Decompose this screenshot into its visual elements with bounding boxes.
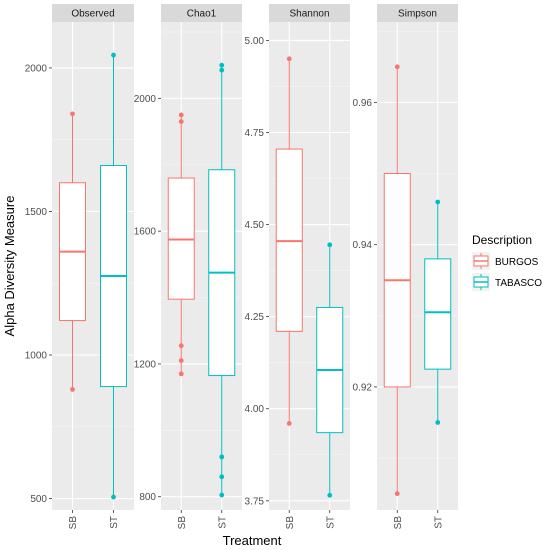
y-tick-label: 5.00 [245, 36, 265, 47]
data-point [219, 492, 225, 498]
y-tick-label: 4.25 [245, 312, 265, 323]
data-point [286, 421, 292, 426]
y-tick-label: 0.94 [353, 240, 373, 251]
data-point [178, 343, 184, 349]
panel-observed: 500 1000 1500 2000 SB ST Observed [25, 4, 134, 529]
x-tick-label: SB [393, 516, 404, 530]
box-rect [424, 258, 452, 370]
panel-shannon: 3.75 4.00 4.25 4.50 4.75 5.00 SB ST Shannon [245, 4, 350, 529]
y-tick-label: 1200 [134, 359, 157, 370]
legend-label: BURGOS [495, 257, 539, 268]
legend-entry-burgos: BURGOS [472, 252, 539, 270]
box-st [316, 242, 344, 498]
x-tick-label: ST [433, 516, 444, 529]
data-point [111, 52, 116, 58]
facet-strip [269, 4, 350, 22]
data-point [286, 56, 292, 62]
x-axis-title: Treatment [223, 533, 282, 548]
facet-title: Chao1 [187, 9, 217, 20]
data-point [178, 119, 184, 124]
box-sb [275, 56, 303, 426]
data-point [435, 199, 441, 205]
data-point [327, 242, 333, 248]
x-tick-label: SB [285, 516, 296, 530]
y-tick-label: 3.75 [245, 496, 265, 507]
box-sb [59, 111, 86, 392]
facet-title: Shannon [289, 9, 329, 20]
box-st [208, 62, 236, 498]
box-st [424, 199, 452, 425]
y-tick-label: 1600 [134, 227, 157, 238]
x-tick-label: SB [177, 516, 188, 530]
data-point [70, 111, 75, 117]
y-tick-label: 2000 [25, 63, 48, 74]
x-tick-label: SB [68, 516, 79, 530]
data-point [70, 387, 75, 392]
data-point [178, 112, 184, 118]
facet-title: Simpson [398, 9, 437, 20]
y-tick-label: 2000 [134, 94, 157, 105]
x-tick-label: ST [217, 516, 228, 529]
box-st [100, 52, 127, 500]
y-axis-title: Alpha Diversity Measure [2, 196, 17, 337]
y-tick-label: 4.75 [245, 128, 265, 139]
facet-panels: 500 1000 1500 2000 SB ST Observed 800 1200 1600 20… [25, 4, 458, 529]
facet-strip [52, 4, 134, 22]
data-point [435, 420, 441, 425]
x-tick-label: ST [325, 516, 336, 529]
legend-label: TABASCO [495, 278, 542, 289]
y-tick-label: 800 [139, 492, 156, 503]
data-point [219, 67, 225, 73]
y-tick-label: 4.00 [245, 404, 265, 415]
data-point [178, 358, 184, 364]
y-tick-label: 0.96 [353, 98, 373, 109]
panel-simpson: 0.92 0.94 0.96 SB ST Simpson [353, 4, 458, 529]
facet-strip [377, 4, 458, 22]
legend: Description BURGOS TABASCO [472, 233, 542, 291]
data-point [219, 474, 225, 480]
data-point [394, 64, 400, 70]
y-tick-label: 500 [30, 494, 47, 505]
box-sb [383, 64, 411, 497]
data-point [327, 492, 333, 498]
data-point [178, 371, 184, 377]
y-tick-label: 4.50 [245, 220, 265, 231]
data-point [394, 491, 400, 497]
data-point [219, 454, 225, 460]
x-tick-label: ST [109, 516, 120, 529]
data-point [219, 62, 225, 68]
box-sb [167, 112, 195, 377]
y-tick-label: 0.92 [353, 382, 373, 393]
facet-strip [161, 4, 242, 22]
panel-chao1: 800 1200 1600 2000 SB ST Chao1 [134, 4, 242, 529]
y-tick-label: 1500 [25, 207, 48, 218]
legend-title: Description [472, 233, 532, 247]
y-tick-label: 1000 [25, 350, 48, 361]
data-point [111, 494, 116, 500]
facet-title: Observed [71, 9, 114, 20]
legend-entry-tabasco: TABASCO [472, 273, 542, 291]
